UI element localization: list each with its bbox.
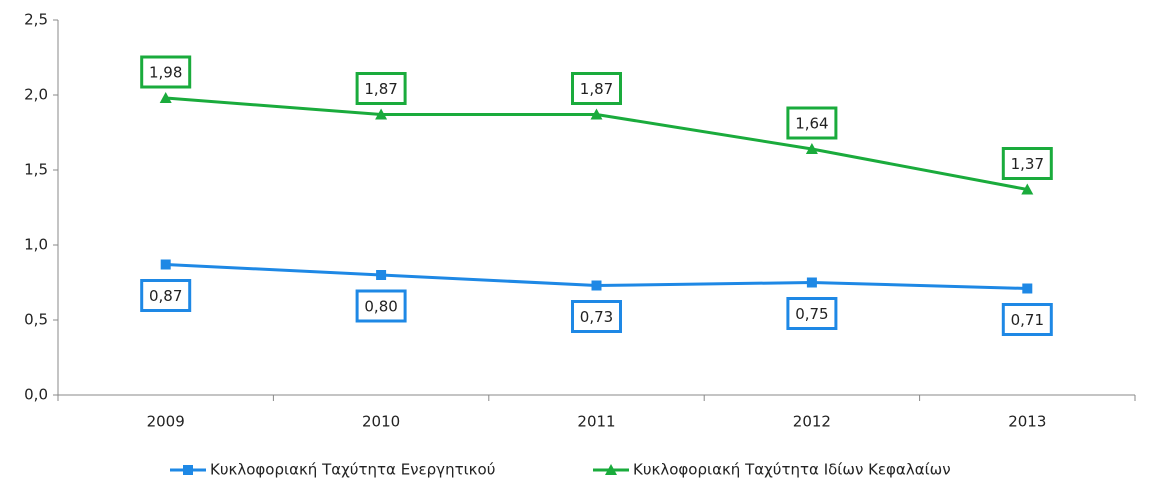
data-point [1021, 183, 1034, 195]
legend-marker [605, 464, 617, 475]
data-label: 0,75 [795, 305, 828, 323]
data-point [159, 92, 172, 103]
data-label: 1,87 [580, 80, 613, 98]
data-point [806, 277, 817, 288]
data-point [805, 143, 818, 154]
y-tick-label: 2,0 [24, 86, 48, 104]
data-label-box [786, 106, 838, 140]
data-label-box [1001, 147, 1053, 180]
data-label: 1,87 [364, 80, 397, 98]
data-point [376, 270, 387, 280]
x-tick-label: 2012 [793, 413, 831, 431]
data-label-box [786, 297, 838, 330]
legend-label: Κυκλοφοριακή Ταχύτητα Ενεργητικού [210, 461, 495, 479]
legend-label: Κυκλοφοριακή Ταχύτητα Ιδίων Κεφαλαίων [633, 461, 951, 479]
data-point [590, 108, 603, 120]
data-label-box [1001, 303, 1053, 336]
data-point [591, 280, 602, 291]
data-label: 1,64 [795, 115, 828, 133]
data-label: 0,73 [580, 308, 613, 326]
data-label-box [140, 279, 192, 312]
data-label-box [571, 300, 622, 333]
data-label: 0,87 [149, 287, 182, 305]
data-label-box [355, 72, 407, 105]
data-point [160, 259, 171, 270]
y-tick-label: 1,0 [24, 236, 48, 254]
data-label-box [355, 289, 407, 323]
x-tick-label: 2009 [147, 413, 185, 431]
x-tick-label: 2013 [1008, 413, 1046, 431]
data-label-box [140, 55, 192, 89]
data-label: 1,98 [149, 64, 182, 82]
data-label-box [571, 72, 622, 105]
data-point [375, 108, 388, 120]
data-label: 0,71 [1011, 311, 1044, 329]
x-tick-label: 2010 [362, 413, 400, 431]
y-tick-label: 1,5 [24, 161, 48, 179]
data-point [1022, 283, 1033, 294]
y-tick-label: 0,0 [24, 386, 48, 404]
data-label: 0,80 [364, 298, 397, 316]
legend-marker [183, 465, 193, 475]
x-tick-label: 2011 [577, 413, 615, 431]
y-tick-label: 2,5 [24, 11, 48, 29]
y-tick-label: 0,5 [24, 311, 48, 329]
data-label: 1,37 [1011, 155, 1044, 173]
